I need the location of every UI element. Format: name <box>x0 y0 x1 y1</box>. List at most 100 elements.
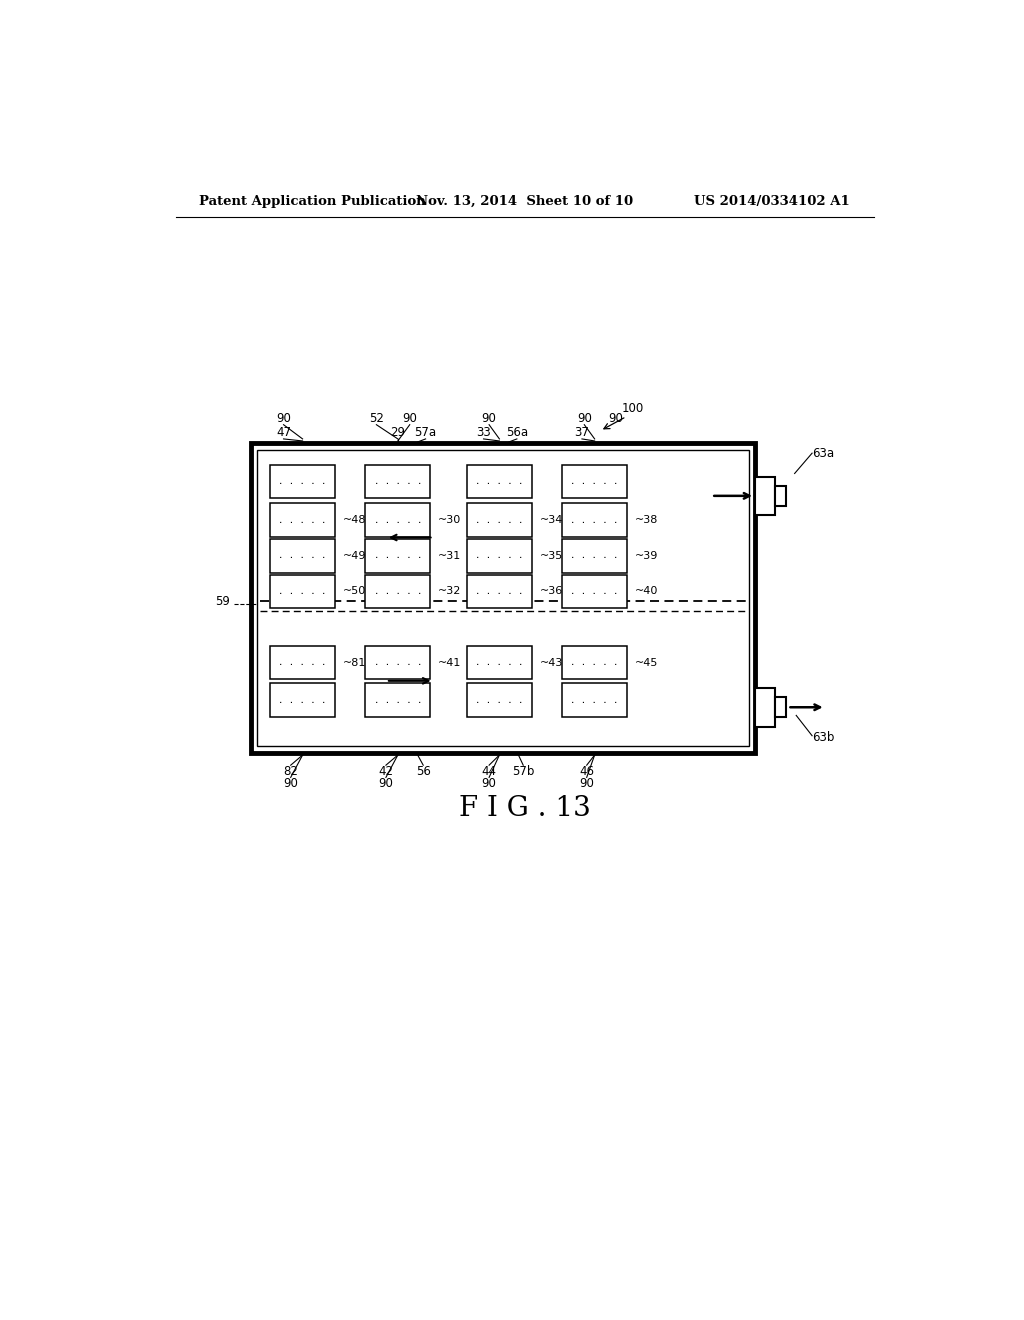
Text: . . . . .: . . . . . <box>279 516 327 525</box>
Bar <box>467 645 531 680</box>
Text: . . . . .: . . . . . <box>374 516 422 525</box>
Text: . . . . .: . . . . . <box>374 659 422 667</box>
Text: 90: 90 <box>379 777 393 791</box>
Bar <box>467 574 531 609</box>
Bar <box>755 477 775 515</box>
Text: . . . . .: . . . . . <box>570 659 618 667</box>
Text: 59: 59 <box>215 595 229 609</box>
Text: . . . . .: . . . . . <box>475 477 523 486</box>
Text: 56a: 56a <box>506 426 528 440</box>
Text: 90: 90 <box>577 412 592 425</box>
Bar <box>467 539 531 573</box>
Bar <box>257 450 750 746</box>
Text: 100: 100 <box>622 401 644 414</box>
Text: ~36: ~36 <box>540 586 563 597</box>
Text: 57b: 57b <box>512 766 535 779</box>
Text: ~32: ~32 <box>438 586 462 597</box>
Bar <box>562 465 627 499</box>
Text: ~31: ~31 <box>438 550 462 561</box>
Bar <box>562 539 627 573</box>
Bar <box>270 684 335 717</box>
Text: ~49: ~49 <box>343 550 367 561</box>
Text: 29: 29 <box>390 426 406 440</box>
Bar <box>366 539 430 573</box>
Text: ~30: ~30 <box>438 515 462 525</box>
Text: 90: 90 <box>608 412 623 425</box>
Text: ~43: ~43 <box>540 657 563 668</box>
Text: ~41: ~41 <box>438 657 462 668</box>
Text: . . . . .: . . . . . <box>570 477 618 486</box>
Text: . . . . .: . . . . . <box>475 696 523 705</box>
Text: ~38: ~38 <box>635 515 658 525</box>
Bar <box>562 503 627 537</box>
Bar <box>562 645 627 680</box>
Bar <box>775 697 785 718</box>
Bar <box>270 574 335 609</box>
Text: 90: 90 <box>276 412 291 425</box>
Text: . . . . .: . . . . . <box>570 696 618 705</box>
Text: . . . . .: . . . . . <box>475 552 523 560</box>
Text: 56: 56 <box>416 766 431 779</box>
Text: 90: 90 <box>284 777 298 791</box>
Text: . . . . .: . . . . . <box>570 587 618 595</box>
Bar <box>366 645 430 680</box>
Bar <box>366 574 430 609</box>
Bar <box>562 574 627 609</box>
Bar <box>562 684 627 717</box>
Bar <box>467 465 531 499</box>
Bar <box>366 465 430 499</box>
Text: . . . . .: . . . . . <box>374 552 422 560</box>
Text: Patent Application Publication: Patent Application Publication <box>200 194 426 207</box>
Text: ~50: ~50 <box>343 586 367 597</box>
Text: 33: 33 <box>476 426 490 440</box>
Bar <box>467 684 531 717</box>
Text: 44: 44 <box>481 766 497 779</box>
Bar <box>270 645 335 680</box>
Bar <box>270 503 335 537</box>
Text: F I G . 13: F I G . 13 <box>459 796 591 822</box>
Bar <box>467 503 531 537</box>
Text: 37: 37 <box>574 426 590 440</box>
Text: 63a: 63a <box>812 446 835 459</box>
Text: 52: 52 <box>369 412 384 425</box>
Text: ~39: ~39 <box>635 550 658 561</box>
Bar <box>270 539 335 573</box>
Bar <box>251 444 755 752</box>
Text: 90: 90 <box>481 777 497 791</box>
Text: 42: 42 <box>379 766 393 779</box>
Text: 46: 46 <box>580 766 594 779</box>
Bar <box>775 486 785 506</box>
Text: . . . . .: . . . . . <box>374 587 422 595</box>
Text: . . . . .: . . . . . <box>374 477 422 486</box>
Text: . . . . .: . . . . . <box>374 696 422 705</box>
Text: 90: 90 <box>481 412 497 425</box>
Bar <box>755 688 775 726</box>
Text: 90: 90 <box>402 412 417 425</box>
Bar <box>270 465 335 499</box>
Text: . . . . .: . . . . . <box>279 552 327 560</box>
Text: ~40: ~40 <box>635 586 658 597</box>
Text: US 2014/0334102 A1: US 2014/0334102 A1 <box>694 194 850 207</box>
Bar <box>366 684 430 717</box>
Text: 90: 90 <box>580 777 594 791</box>
Text: ~35: ~35 <box>540 550 563 561</box>
Text: . . . . .: . . . . . <box>279 659 327 667</box>
Text: . . . . .: . . . . . <box>475 516 523 525</box>
Text: 47: 47 <box>276 426 291 440</box>
Text: 63b: 63b <box>812 731 835 744</box>
Text: . . . . .: . . . . . <box>475 659 523 667</box>
Text: ~34: ~34 <box>540 515 563 525</box>
Text: . . . . .: . . . . . <box>279 696 327 705</box>
Text: . . . . .: . . . . . <box>279 587 327 595</box>
Text: . . . . .: . . . . . <box>570 516 618 525</box>
Text: . . . . .: . . . . . <box>475 587 523 595</box>
Text: ~81: ~81 <box>343 657 367 668</box>
Text: . . . . .: . . . . . <box>279 477 327 486</box>
Text: Nov. 13, 2014  Sheet 10 of 10: Nov. 13, 2014 Sheet 10 of 10 <box>416 194 634 207</box>
Text: ~45: ~45 <box>635 657 658 668</box>
Text: . . . . .: . . . . . <box>570 552 618 560</box>
Bar <box>366 503 430 537</box>
Text: 57a: 57a <box>415 426 436 440</box>
Text: ~48: ~48 <box>343 515 367 525</box>
Text: 82: 82 <box>284 766 298 779</box>
